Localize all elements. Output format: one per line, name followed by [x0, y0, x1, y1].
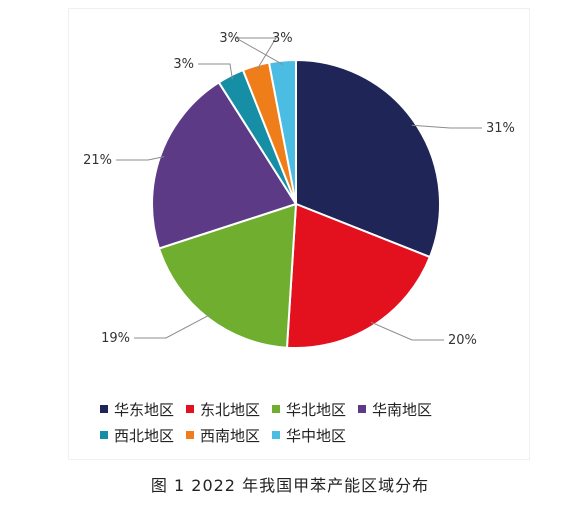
legend: 华东地区 东北地区 华北地区 华南地区 西北地区 西南地区 华中地区 [100, 396, 520, 448]
legend-swatch [100, 405, 108, 413]
legend-swatch [186, 405, 195, 413]
legend-row: 西北地区 西南地区 华中地区 [100, 422, 520, 448]
leader-line [411, 124, 482, 129]
data-label: 3% [173, 57, 194, 72]
legend-label: 西北地区 [114, 426, 175, 445]
pie-slice [285, 202, 432, 350]
legend-row: 华东地区 东北地区 华北地区 华南地区 [100, 396, 520, 422]
data-label: 31% [486, 121, 515, 136]
legend-label: 华南地区 [372, 400, 433, 419]
leader-line [370, 321, 444, 341]
data-label: 19% [101, 331, 130, 346]
figure-caption: 图 1 2022 年我国甲苯产能区域分布 [150, 476, 430, 495]
leader-line [234, 37, 284, 66]
data-label: 21% [83, 153, 112, 168]
leader-line [116, 156, 165, 161]
legend-swatch [272, 431, 281, 439]
pie-slice [295, 58, 441, 259]
leader-line [134, 314, 211, 339]
legend-item: 华东地区 [100, 399, 174, 420]
data-label: 20% [448, 333, 477, 348]
data-label: 3% [219, 31, 240, 46]
legend-label: 华中地区 [286, 426, 347, 445]
legend-item: 华北地区 [272, 399, 346, 420]
legend-label: 华东地区 [114, 400, 175, 419]
legend-label: 西南地区 [200, 426, 261, 445]
legend-swatch [272, 405, 281, 413]
legend-label: 东北地区 [200, 400, 261, 419]
legend-item: 东北地区 [186, 399, 260, 420]
legend-item: 西北地区 [100, 425, 174, 446]
legend-item: 西南地区 [186, 425, 260, 446]
legend-label: 华北地区 [286, 400, 347, 419]
legend-swatch [358, 405, 367, 413]
legend-swatch [100, 431, 108, 439]
data-label: 3% [272, 31, 293, 46]
legend-swatch [186, 431, 195, 439]
legend-item: 华中地区 [272, 425, 346, 446]
pie-slice [151, 81, 298, 250]
legend-item: 华南地区 [358, 399, 432, 420]
leader-line [198, 63, 233, 80]
pie-chart: 31% 20% 19% 21% 3% 3% 3% [83, 31, 515, 350]
pie-slice [157, 202, 298, 349]
pie-slice [267, 58, 297, 205]
